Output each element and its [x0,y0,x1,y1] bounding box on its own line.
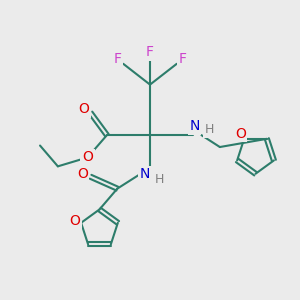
Text: O: O [69,214,80,228]
Text: H: H [205,123,214,136]
Text: F: F [113,52,122,66]
Text: F: F [178,52,187,66]
Text: O: O [79,102,89,116]
Text: F: F [146,45,154,59]
Text: O: O [82,150,93,164]
Text: H: H [155,172,164,186]
Text: O: O [77,167,88,181]
Text: O: O [235,127,246,140]
Text: N: N [140,167,150,182]
Text: N: N [189,119,200,133]
